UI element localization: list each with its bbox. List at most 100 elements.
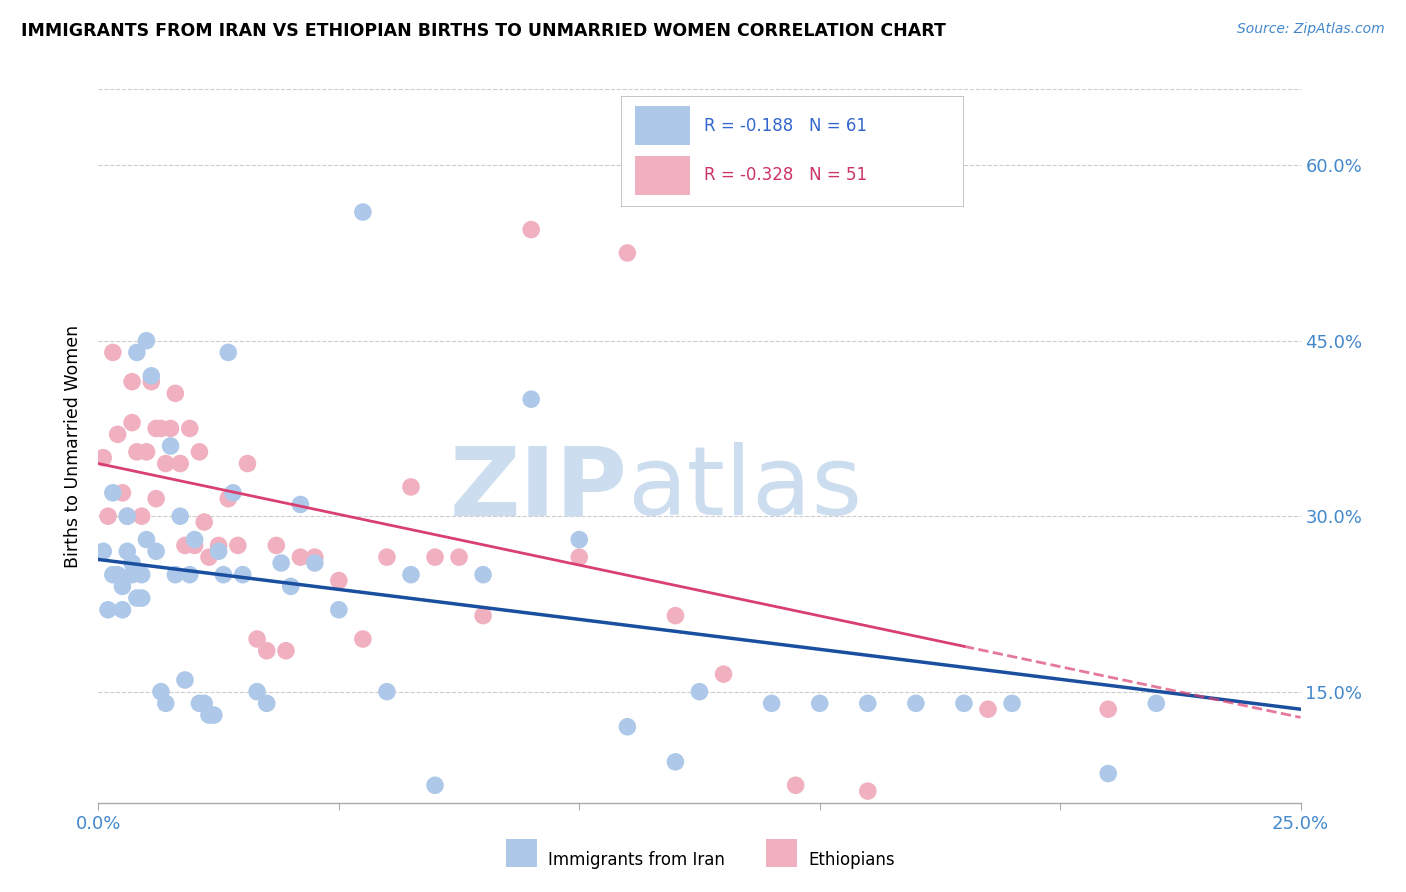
Point — [135, 533, 157, 547]
Point — [97, 509, 120, 524]
Point — [131, 591, 153, 605]
Point — [568, 533, 591, 547]
Point — [149, 421, 172, 435]
Point — [159, 421, 181, 435]
Point — [165, 386, 187, 401]
Point — [520, 392, 543, 407]
Point — [179, 567, 201, 582]
Point — [328, 603, 350, 617]
Point — [266, 538, 288, 552]
Point — [1097, 702, 1119, 716]
Point — [520, 222, 543, 236]
Point — [117, 509, 139, 524]
Point — [246, 632, 269, 646]
Point — [174, 538, 197, 552]
Point — [256, 697, 278, 711]
Point — [141, 375, 163, 389]
Point — [423, 778, 446, 792]
Point — [125, 591, 148, 605]
Point — [135, 334, 157, 348]
Point — [145, 421, 167, 435]
Point — [212, 567, 235, 582]
Point — [111, 485, 134, 500]
Point — [117, 544, 139, 558]
Point — [304, 550, 326, 565]
Text: IMMIGRANTS FROM IRAN VS ETHIOPIAN BIRTHS TO UNMARRIED WOMEN CORRELATION CHART: IMMIGRANTS FROM IRAN VS ETHIOPIAN BIRTHS… — [21, 22, 946, 40]
Point — [856, 697, 879, 711]
Text: atlas: atlas — [627, 442, 862, 535]
Point — [568, 550, 591, 565]
Point — [713, 667, 735, 681]
Point — [135, 445, 157, 459]
Point — [472, 608, 495, 623]
Point — [664, 755, 686, 769]
Point — [290, 498, 312, 512]
Point — [1001, 697, 1024, 711]
Point — [198, 708, 221, 723]
Point — [375, 550, 398, 565]
Point — [785, 778, 807, 792]
Point — [111, 603, 134, 617]
Point — [198, 550, 221, 565]
Point — [447, 550, 470, 565]
Point — [155, 457, 177, 471]
Point — [125, 445, 148, 459]
Point — [222, 485, 245, 500]
Point — [616, 720, 638, 734]
Point — [141, 368, 163, 383]
Point — [208, 538, 231, 552]
Point — [375, 684, 398, 698]
Point — [232, 567, 254, 582]
Point — [101, 567, 124, 582]
Point — [149, 684, 172, 698]
Point — [217, 345, 239, 359]
Point — [174, 673, 197, 687]
Text: Source: ZipAtlas.com: Source: ZipAtlas.com — [1237, 22, 1385, 37]
Point — [202, 708, 225, 723]
Point — [97, 603, 120, 617]
Point — [616, 246, 638, 260]
Point — [101, 485, 124, 500]
Point — [159, 439, 181, 453]
Point — [953, 697, 976, 711]
Point — [290, 550, 312, 565]
Point — [208, 544, 231, 558]
Point — [131, 509, 153, 524]
Point — [131, 567, 153, 582]
Point — [121, 567, 143, 582]
Point — [280, 579, 302, 593]
Point — [664, 608, 686, 623]
Point — [856, 784, 879, 798]
Point — [101, 345, 124, 359]
Point — [188, 445, 211, 459]
Point — [328, 574, 350, 588]
Point — [107, 567, 129, 582]
Point — [256, 644, 278, 658]
Point — [107, 427, 129, 442]
Point — [193, 515, 215, 529]
Point — [169, 457, 191, 471]
Point — [183, 538, 205, 552]
Point — [91, 450, 114, 465]
Point — [188, 697, 211, 711]
Point — [1097, 766, 1119, 780]
Point — [145, 491, 167, 506]
Point — [179, 421, 201, 435]
Point — [111, 579, 134, 593]
Point — [399, 480, 422, 494]
Point — [689, 684, 711, 698]
Point — [183, 533, 205, 547]
Point — [193, 697, 215, 711]
Point — [226, 538, 249, 552]
Point — [270, 556, 292, 570]
Point — [977, 702, 1000, 716]
Text: Immigrants from Iran: Immigrants from Iran — [548, 851, 725, 869]
Point — [808, 697, 831, 711]
Point — [236, 457, 259, 471]
Point — [117, 509, 139, 524]
Point — [1144, 697, 1167, 711]
Point — [399, 567, 422, 582]
Y-axis label: Births to Unmarried Women: Births to Unmarried Women — [65, 325, 83, 567]
Point — [165, 567, 187, 582]
Point — [217, 491, 239, 506]
